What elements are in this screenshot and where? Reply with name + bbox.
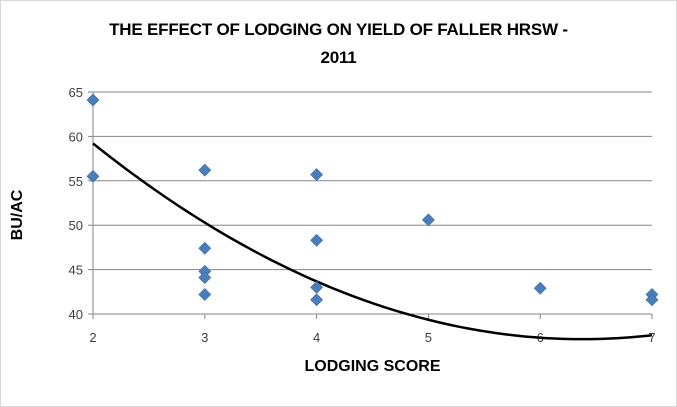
y-tick-label-55: 55 <box>69 174 83 189</box>
data-point-6 <box>198 271 212 285</box>
data-point-12 <box>421 213 435 227</box>
y-tick-label-65: 65 <box>69 85 83 100</box>
x-tick-label-4: 4 <box>313 330 320 345</box>
data-point-9 <box>310 233 324 247</box>
x-axis-label: LODGING SCORE <box>304 358 441 375</box>
x-tick-label-7: 7 <box>648 330 655 345</box>
trendline-group <box>92 142 653 341</box>
data-point-4 <box>198 241 212 255</box>
data-point-2 <box>86 169 100 183</box>
y-tick-label-40: 40 <box>69 307 83 322</box>
chart-title-line-2: 2011 <box>320 48 357 67</box>
data-point-3 <box>198 163 212 177</box>
y-tick-label-50: 50 <box>69 218 83 233</box>
data-point-15 <box>645 293 659 307</box>
data-points <box>86 93 659 307</box>
data-point-7 <box>198 288 212 301</box>
x-tick-label-5: 5 <box>425 330 432 345</box>
y-tick-label-45: 45 <box>69 263 83 278</box>
chart-title-line-1: THE EFFECT OF LODGING ON YIELD OF FALLER… <box>109 20 568 39</box>
y-tick-labels: 40 45 50 55 60 65 <box>69 85 83 322</box>
x-tick-label-2: 2 <box>89 330 96 345</box>
y-tick-label-60: 60 <box>69 129 83 144</box>
gridlines <box>88 91 653 319</box>
data-point-11 <box>310 293 324 307</box>
x-tick-label-3: 3 <box>201 330 208 345</box>
data-point-10 <box>310 280 324 294</box>
data-point-8 <box>310 168 324 182</box>
data-point-1 <box>86 93 100 107</box>
data-point-13 <box>533 281 547 295</box>
trendline <box>92 142 653 341</box>
